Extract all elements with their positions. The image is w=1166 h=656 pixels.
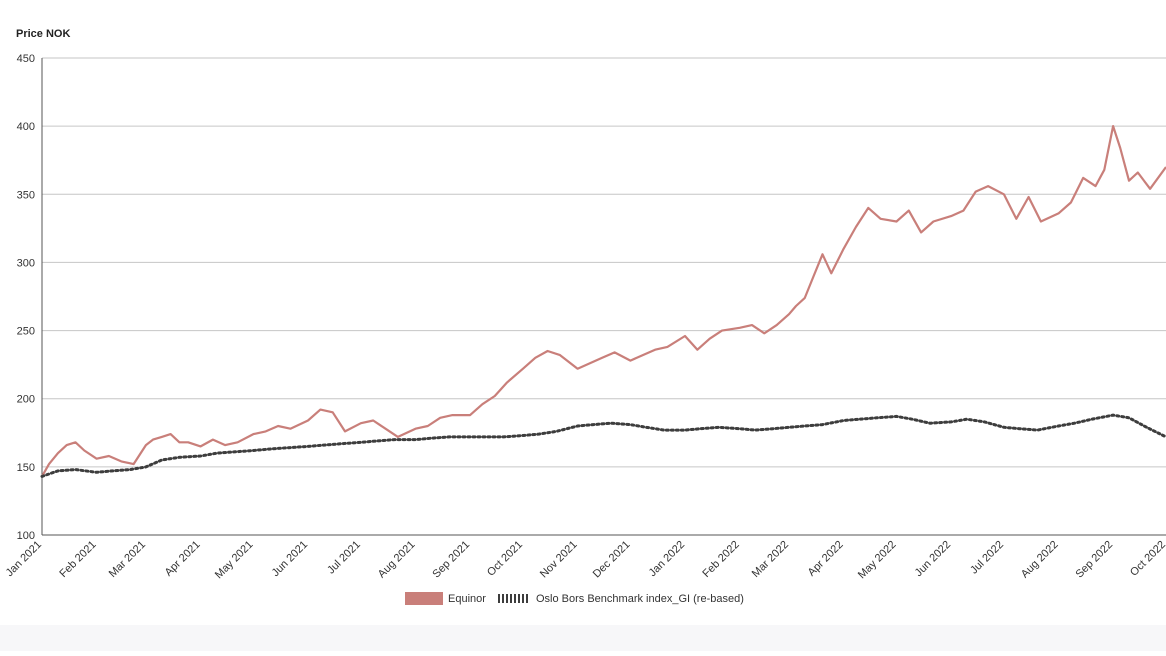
- x-tick-label: Jun 2022: [913, 539, 953, 579]
- legend-label-benchmark: Oslo Bors Benchmark index_GI (re-based): [536, 593, 744, 605]
- x-tick-label: Jul 2021: [325, 539, 363, 577]
- legend-label-equinor: Equinor: [448, 593, 486, 605]
- x-tick-label: May 2022: [856, 539, 899, 582]
- x-tick-label: Feb 2021: [57, 539, 98, 580]
- y-tick-label: 150: [17, 462, 35, 474]
- x-tick-label: Dec 2021: [591, 539, 633, 581]
- y-axis-ticks: 100 150 200 250 300 350 400 450: [17, 53, 35, 542]
- gridlines: [41, 57, 1166, 536]
- x-tick-label: May 2021: [213, 539, 256, 582]
- legend-swatch-equinor: [405, 592, 443, 605]
- x-tick-label: Sep 2021: [430, 539, 472, 581]
- x-tick-label: Apr 2022: [806, 539, 846, 579]
- series-lines: [40, 124, 1166, 478]
- x-tick-label: Feb 2022: [700, 539, 741, 580]
- y-tick-label: 350: [17, 189, 35, 201]
- y-tick-label: 300: [17, 257, 35, 269]
- y-tick-label: 400: [17, 121, 35, 133]
- x-tick-label: Mar 2021: [107, 539, 148, 580]
- x-tick-label: Jul 2022: [968, 539, 1006, 577]
- x-tick-label: Nov 2021: [538, 539, 580, 581]
- y-tick-label: 450: [17, 53, 35, 65]
- footer-strip: [0, 625, 1166, 651]
- x-tick-label: Jan 2021: [4, 539, 44, 579]
- x-tick-label: Aug 2021: [376, 539, 418, 581]
- y-tick-label: 200: [17, 394, 35, 406]
- x-tick-label: Apr 2021: [163, 539, 203, 579]
- benchmark-line: [40, 413, 1166, 478]
- y-axis-label: Price NOK: [16, 28, 70, 40]
- y-tick-label: 100: [17, 530, 35, 542]
- x-axis-ticks: Jan 2021 Feb 2021 Mar 2021 Apr 2021 May 2021…: [4, 539, 1166, 582]
- x-tick-label: Sep 2022: [1073, 539, 1115, 581]
- x-tick-label: Oct 2021: [485, 539, 525, 579]
- x-tick-label: Oct 2022: [1128, 539, 1166, 579]
- y-tick-label: 250: [17, 326, 35, 338]
- x-tick-label: Jan 2022: [647, 539, 687, 579]
- x-tick-label: Aug 2022: [1019, 539, 1061, 581]
- x-tick-label: Jun 2021: [270, 539, 310, 579]
- equinor-line: [41, 124, 1166, 477]
- x-tick-label: Mar 2022: [750, 539, 791, 580]
- legend[interactable]: Equinor Oslo Bors Benchmark index_GI (re-…: [405, 592, 744, 605]
